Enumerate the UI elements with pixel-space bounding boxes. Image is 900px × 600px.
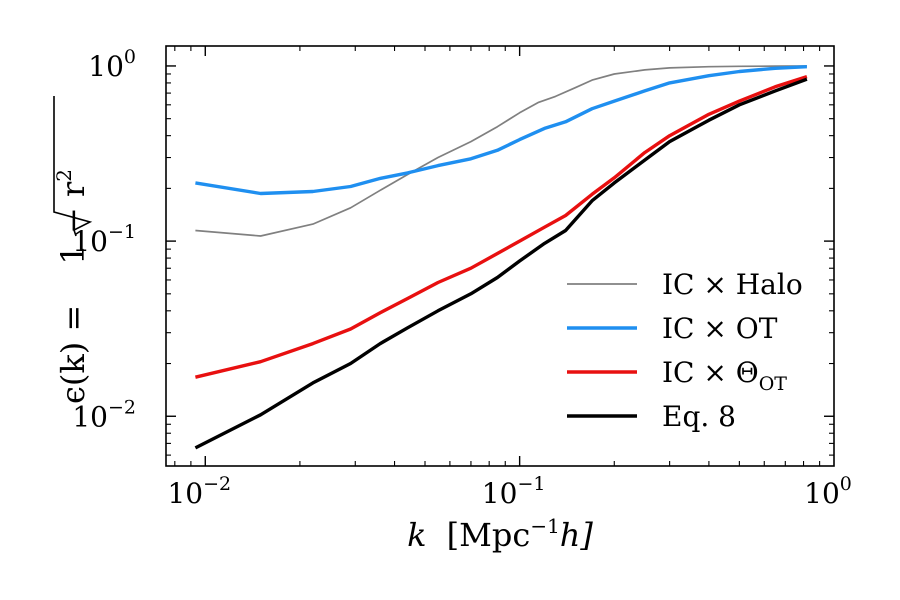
minor-ticks (166, 46, 834, 466)
x-tick-label: 10−2 (167, 473, 231, 510)
x-tick-labels: 10−2 10−1 100 (167, 473, 851, 510)
series-layer (194, 65, 808, 450)
legend-label-3: Eq. 8 (662, 400, 736, 433)
x-tick-label: 100 (804, 473, 852, 510)
series-line-0 (195, 65, 807, 237)
x-tick-label: 10−1 (482, 473, 546, 510)
legend-label-0: IC × Halo (662, 268, 803, 301)
y-tick-label: 10−1 (72, 221, 136, 258)
legend-label-1: IC × OT (662, 312, 778, 345)
y-axis-label-sup: 2 (52, 169, 76, 182)
major-ticks (166, 46, 834, 466)
x-axis-label: k [Mpc−1h] (407, 514, 593, 554)
legend-label-2: IC × ΘOT (662, 356, 787, 395)
svg-text:ϵ(k) = 1 − r2: ϵ(k) = 1 − r2 (52, 169, 92, 404)
y-tick-labels: 10−2 10−1 100 (72, 46, 136, 433)
y-axis-label-main: ϵ(k) = (54, 295, 92, 404)
sqrt-sign (53, 96, 93, 237)
y-axis-label: ϵ(k) = 1 − r2 (52, 96, 93, 404)
series-line-1 (195, 65, 807, 196)
series-line-2 (195, 74, 808, 379)
series-line-3 (194, 77, 808, 450)
y-tick-label: 10−2 (72, 396, 136, 433)
y-tick-label: 100 (88, 46, 136, 83)
axes-frame (165, 45, 835, 467)
y-axis-label-radicand: 1 − r (54, 181, 92, 265)
legend: IC × Halo IC × OT IC × ΘOT Eq. 8 (567, 268, 803, 433)
